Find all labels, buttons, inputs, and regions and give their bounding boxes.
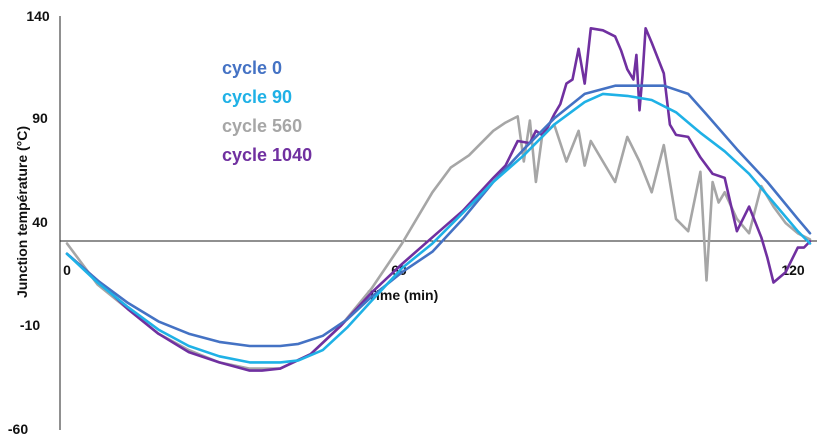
legend: cycle 0 cycle 90 cycle 560 cycle 1040: [222, 58, 312, 165]
x-tick-label: 120: [781, 262, 805, 278]
x-tick-label: 0: [63, 262, 71, 278]
x-tick-labels: 0 60 120: [63, 262, 805, 278]
series-lines: [65, 27, 812, 372]
y-tick-labels: -60 -10 40 90 140: [8, 8, 50, 435]
x-axis-title: Time (min): [368, 287, 439, 303]
legend-label-cycle-1040: cycle 1040: [222, 145, 312, 165]
legend-label-cycle-90: cycle 90: [222, 87, 292, 107]
series-line-cycle-90: [65, 92, 812, 364]
legend-label-cycle-560: cycle 560: [222, 116, 302, 136]
legend-label-cycle-0: cycle 0: [222, 58, 282, 78]
y-tick-label: 90: [32, 110, 48, 126]
y-tick-label: 140: [26, 8, 50, 24]
y-tick-label: -10: [20, 317, 40, 333]
y-tick-label: -60: [8, 421, 28, 435]
series-line-cycle-1040: [65, 27, 812, 372]
y-axis-title: Junction température (°C): [14, 126, 30, 298]
series-line-cycle-0: [65, 84, 812, 348]
y-tick-label: 40: [32, 214, 48, 230]
